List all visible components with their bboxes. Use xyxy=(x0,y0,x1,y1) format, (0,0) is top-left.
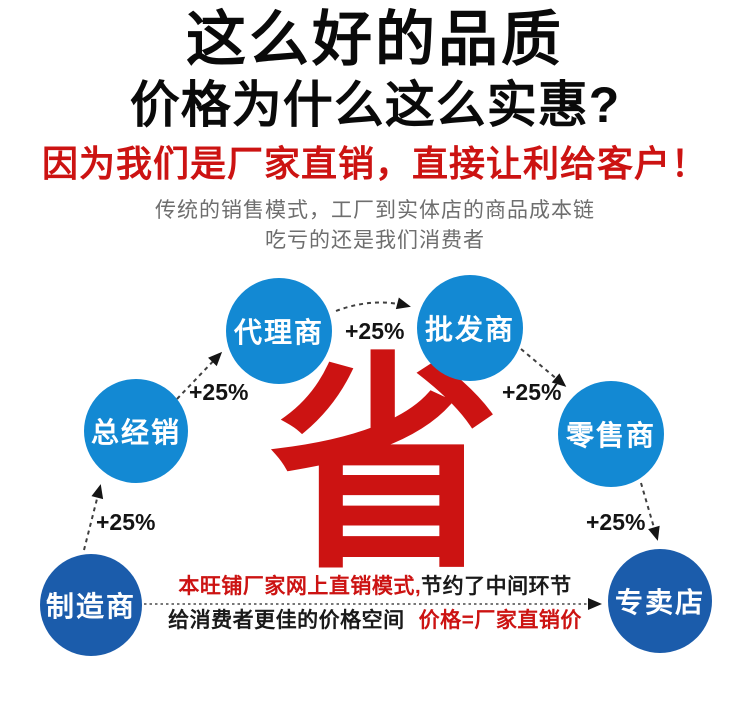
node-general-distributor-label: 总经销 xyxy=(90,417,181,448)
arrow-wholesaler-to-retailer xyxy=(520,348,567,387)
main-title-line1: 这么好的品质 xyxy=(186,6,564,73)
footer-line2-red: 价格=厂家直销价 xyxy=(418,609,582,632)
node-exclusive-store-label: 专卖店 xyxy=(614,587,705,618)
subtitle-line1: 传统的销售模式，工厂到实体店的商品成本链 xyxy=(155,199,595,222)
save-character: 省 xyxy=(269,338,500,595)
arrow-manufacturer-to-distributor xyxy=(83,484,104,551)
node-agent-label: 代理商 xyxy=(233,317,324,348)
increment-label-4: +25% xyxy=(502,379,562,405)
increment-label-5: +25% xyxy=(586,509,646,535)
arrow-retailer-to-store xyxy=(640,482,660,541)
footer-line1: 本旺铺厂家网上直销模式,节约了中间环节 xyxy=(115,574,635,599)
increment-label-2: +25% xyxy=(189,379,249,405)
footer-line2: 给消费者更佳的价格空间 价格=厂家直销价 xyxy=(115,608,635,633)
arrow-agent-to-wholesaler xyxy=(335,297,411,312)
node-manufacturer-label: 制造商 xyxy=(45,591,136,622)
node-retailer-label: 零售商 xyxy=(565,420,656,451)
footer-line2-black: 给消费者更佳的价格空间 xyxy=(168,609,405,632)
main-title-line2: 价格为什么这么实惠? xyxy=(129,77,621,133)
node-exclusive-store: 专卖店 xyxy=(608,549,712,653)
increment-label-3: +25% xyxy=(345,318,405,344)
footer-line1-red: 本旺铺厂家网上直销模式, xyxy=(178,575,422,598)
node-retailer: 零售商 xyxy=(558,381,664,487)
subtitle-line2: 吃亏的还是我们消费者 xyxy=(265,229,485,252)
node-wholesaler: 批发商 xyxy=(417,275,523,381)
footer-line1-black: 节约了中间环节 xyxy=(421,575,572,598)
node-general-distributor: 总经销 xyxy=(84,379,188,483)
node-wholesaler-label: 批发商 xyxy=(424,314,515,345)
arrow-distributor-to-agent xyxy=(176,351,223,400)
red-banner-text: 因为我们是厂家直销，直接让利给客户！ xyxy=(41,143,708,184)
increment-label-1: +25% xyxy=(96,509,156,535)
node-manufacturer: 制造商 xyxy=(40,554,142,656)
node-agent: 代理商 xyxy=(226,278,332,384)
